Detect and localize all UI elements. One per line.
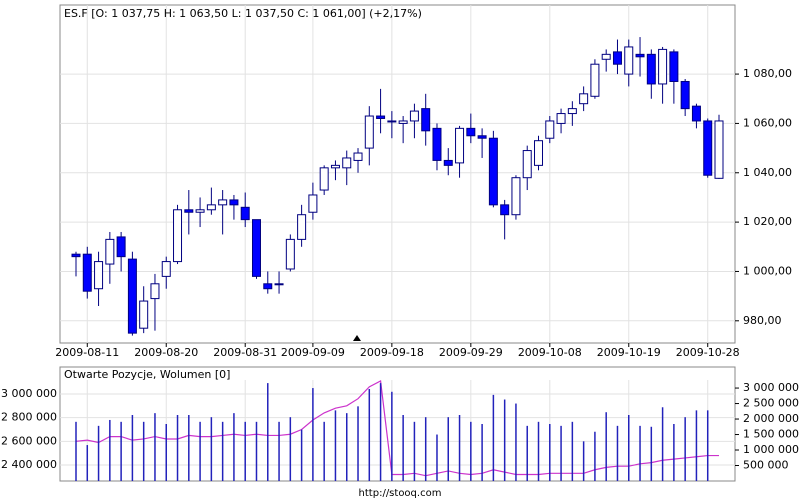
y2-tick-label: 1 500 000 (743, 428, 799, 441)
candle-body (612, 51, 622, 65)
x-tick-label: 2009-10-19 (597, 346, 661, 359)
plot-layer: 980,00 1 000,00 1 020,00 1 040,00 1 060,00 1 … (1, 5, 799, 481)
y2-tick-label: 1 000 000 (743, 443, 799, 456)
candle-body (567, 108, 577, 115)
y2-tick-label: 3 000 000 (743, 381, 799, 394)
candle-body (94, 261, 104, 290)
panel-title: Otwarte Pozycje, Wolumen [0] (64, 368, 230, 381)
candle-body (353, 152, 363, 161)
candle-body (206, 204, 216, 211)
y-tick-label: 1 060,00 (743, 116, 792, 129)
candle-body (522, 150, 532, 179)
candle-body (635, 53, 645, 58)
y-tick-label: 1 000,00 (743, 264, 792, 277)
candle-body (443, 159, 453, 166)
candle-body (184, 209, 194, 213)
candle-body (669, 51, 679, 82)
candle-body (421, 108, 431, 132)
price-panel (59, 4, 736, 344)
candle-body (409, 110, 419, 122)
candle-body (229, 199, 239, 206)
candle-body (556, 113, 566, 124)
marker (353, 335, 361, 341)
candle-body (466, 127, 476, 137)
candle-body (590, 63, 600, 97)
candle-body (545, 120, 555, 139)
footer: http://stooq.com (359, 488, 442, 499)
candle-body (251, 219, 261, 277)
candle-body (680, 80, 690, 110)
y-tick-label: 1 020,00 (743, 215, 792, 228)
candle-body (274, 283, 284, 286)
volume-panel (59, 366, 736, 482)
x-tick-label: 2009-08-31 (213, 346, 277, 359)
candle-body (477, 135, 487, 139)
candle-body (342, 157, 352, 169)
y-tick-label: 1 040,00 (743, 166, 792, 179)
candle-body (624, 46, 634, 75)
candle-body (364, 115, 374, 149)
y-tick-label: 2 400 000 (1, 458, 57, 471)
candle-body (714, 120, 724, 179)
candle-body (240, 206, 250, 221)
x-tick-label: 2009-08-11 (55, 346, 119, 359)
candle-body (139, 300, 149, 329)
candle-body (161, 261, 171, 277)
candle-body (500, 204, 510, 216)
candle-body (432, 127, 442, 161)
candle-body (285, 238, 295, 270)
candle-body (308, 194, 318, 213)
y-tick-label: 2 600 000 (1, 434, 57, 447)
candle-body (218, 199, 228, 206)
chart-title: ES.F [O: 1 037,75 H: 1 063,50 L: 1 037,5… (64, 7, 422, 20)
candle-body (116, 236, 126, 258)
y-tick-label: 2 800 000 (1, 411, 57, 424)
candle-body (319, 167, 329, 191)
candle-body (330, 164, 340, 169)
y-tick-label: 980,00 (743, 314, 782, 327)
candle-body (387, 120, 397, 123)
candle-body (297, 214, 307, 240)
candle-body (658, 48, 668, 85)
y2-tick-label: 2 500 000 (743, 397, 799, 410)
candle-body (703, 120, 713, 176)
x-tick-label: 2009-09-09 (281, 346, 345, 359)
candle-body (579, 93, 589, 105)
open-interest-line (75, 380, 719, 477)
candle-body (173, 209, 183, 263)
candle-body (488, 137, 498, 206)
candle-body (263, 283, 273, 290)
candle-body (455, 127, 465, 164)
candle-body (150, 283, 160, 300)
candle-body (195, 209, 205, 213)
x-tick-label: 2009-08-20 (134, 346, 198, 359)
x-tick-label: 2009-09-18 (360, 346, 424, 359)
candle-body (511, 177, 521, 216)
candle-body (646, 53, 656, 85)
y2-tick-label: 2 000 000 (743, 412, 799, 425)
candle-body (691, 105, 701, 122)
y-tick-label: 3 000 000 (1, 387, 57, 400)
x-tick-label: 2009-10-28 (676, 346, 740, 359)
y2-tick-label: 500 000 (743, 459, 789, 472)
candle-body (82, 253, 92, 292)
candle-body (127, 258, 137, 334)
candle-body (376, 115, 386, 119)
candle-body (601, 53, 611, 60)
candle-body (398, 120, 408, 124)
x-tick-label: 2009-09-29 (439, 346, 503, 359)
y-tick-label: 1 080,00 (743, 67, 792, 80)
candle-body (71, 253, 81, 258)
candle-body (534, 140, 544, 166)
x-tick-label: 2009-10-08 (518, 346, 582, 359)
candle-body (105, 238, 115, 265)
